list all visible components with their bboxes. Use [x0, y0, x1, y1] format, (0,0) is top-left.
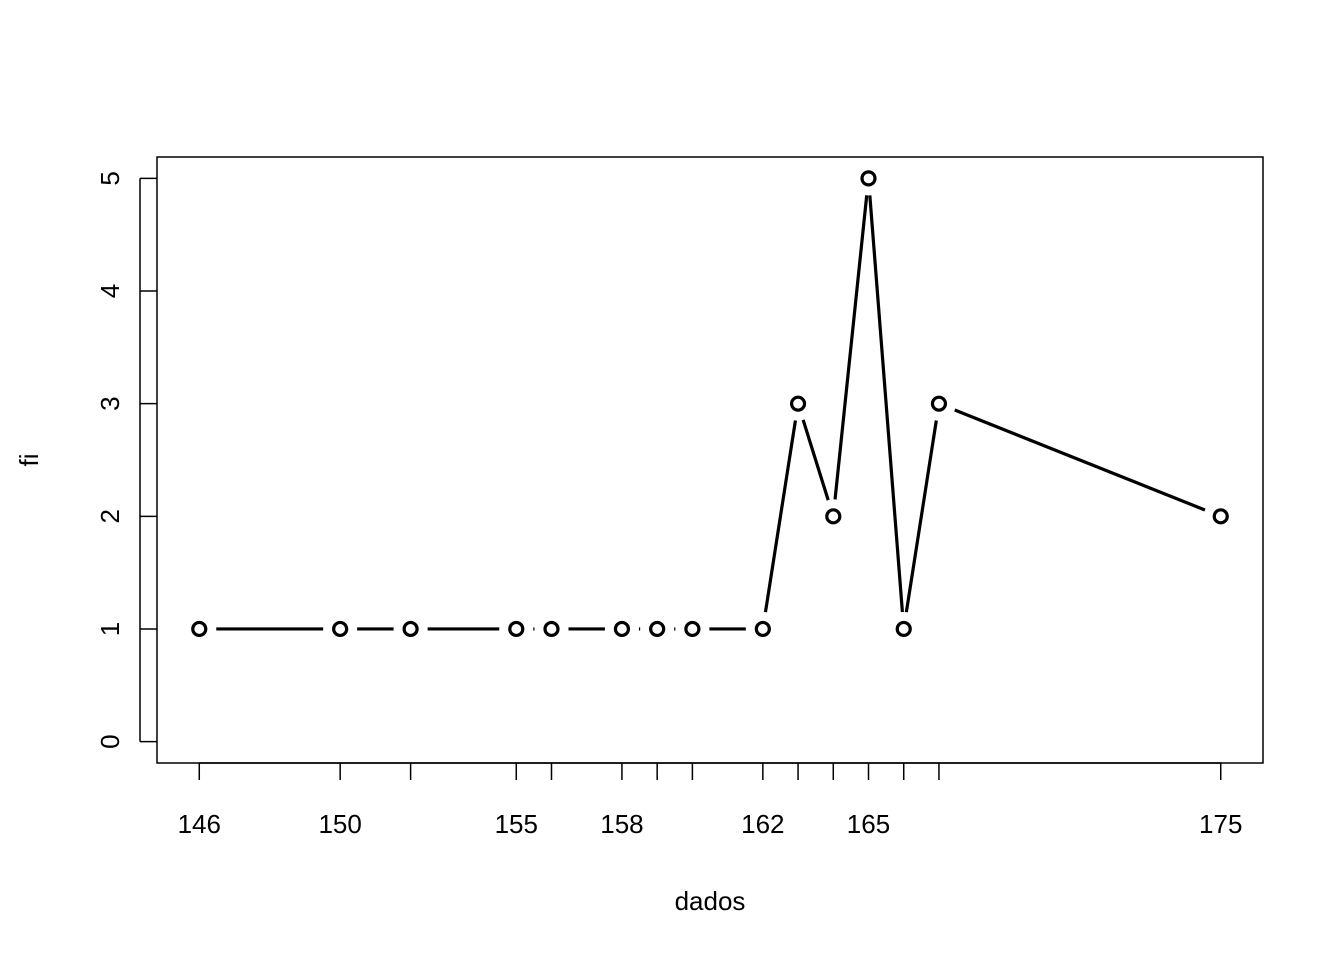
- x-tick-label: 162: [741, 809, 784, 839]
- x-tick-label: 146: [178, 809, 221, 839]
- data-point: [543, 620, 560, 638]
- x-tick-label: 155: [495, 809, 538, 839]
- y-axis: 0 1 2 3 4 5: [95, 171, 157, 749]
- y-axis-label: fi: [14, 454, 44, 467]
- data-point: [332, 620, 349, 638]
- data-point: [930, 395, 948, 412]
- data-point: [684, 620, 701, 638]
- series-segment: [904, 420, 938, 613]
- series: [191, 170, 1229, 638]
- series-segment: [801, 419, 830, 501]
- data-point: [191, 620, 208, 638]
- y-tick-label: 2: [95, 509, 125, 523]
- y-tick-label: 1: [95, 622, 125, 636]
- y-tick-label: 4: [95, 284, 125, 298]
- data-point: [789, 395, 807, 412]
- y-tick-label: 3: [95, 396, 125, 410]
- plot-frame: [156, 156, 1264, 764]
- x-tick-label: 165: [847, 809, 890, 839]
- y-tick-label: 0: [95, 734, 125, 748]
- series-segment: [763, 420, 798, 613]
- y-tick-label: 5: [95, 171, 125, 185]
- series-segment: [868, 195, 904, 613]
- x-axis: 146 150 155 158 162 165 175: [178, 762, 1242, 839]
- data-point: [754, 620, 771, 638]
- series-segment: [833, 195, 869, 500]
- data-point: [508, 620, 525, 638]
- data-point: [1212, 508, 1229, 525]
- series-segment: [954, 408, 1206, 512]
- x-tick-label: 175: [1199, 809, 1242, 839]
- data-point: [860, 170, 877, 187]
- data-point: [613, 620, 631, 638]
- data-point: [402, 620, 419, 638]
- data-point: [825, 508, 842, 525]
- data-point: [649, 620, 666, 638]
- x-axis-label: dados: [675, 886, 746, 916]
- x-tick-label: 150: [318, 809, 361, 839]
- data-point: [895, 620, 912, 638]
- x-tick-label: 158: [600, 809, 643, 839]
